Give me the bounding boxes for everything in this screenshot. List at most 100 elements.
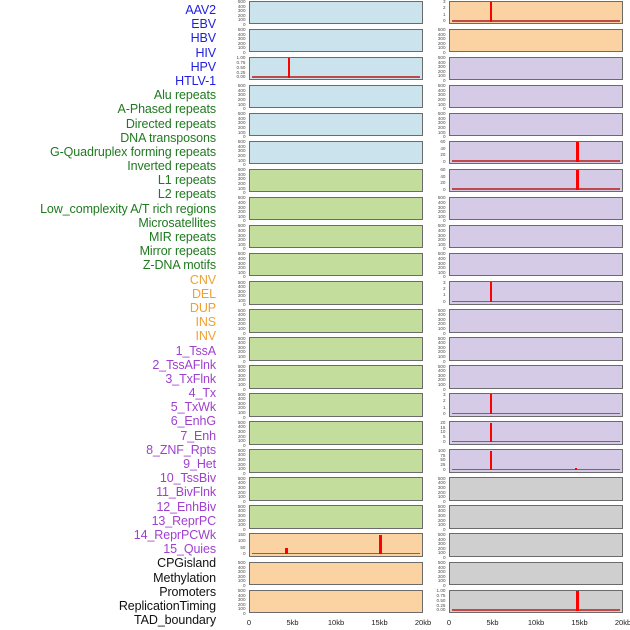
track-label: DUP bbox=[189, 300, 216, 315]
y-tick-label: 400 bbox=[237, 227, 246, 233]
y-tick-label: 400 bbox=[437, 59, 446, 65]
y-axis-ticks: 500 400 300 200 100 0 bbox=[228, 251, 247, 279]
y-tick-label: 150 bbox=[237, 531, 246, 537]
track-plot-area bbox=[249, 533, 423, 557]
y-tick-label: 400 bbox=[437, 31, 446, 37]
track-label: 9_Het bbox=[183, 457, 216, 471]
track-label: G-Quadruplex forming repeats bbox=[49, 144, 216, 159]
y-tick-label: 200 bbox=[437, 237, 446, 243]
y-tick-label: 500 bbox=[237, 195, 246, 201]
y-tick-label: 100 bbox=[237, 606, 246, 612]
y-tick-label: 3 bbox=[442, 391, 446, 397]
track-plot-area bbox=[449, 140, 623, 165]
y-axis-ticks: 500 400 300 200 100 0 bbox=[428, 196, 447, 223]
y-axis-ticks: 500 400 300 200 100 0 bbox=[228, 420, 247, 447]
y-tick-label: 0 bbox=[242, 526, 246, 532]
y-tick-label: 200 bbox=[237, 12, 246, 18]
x-axis-right-ticks: 0 5kb 10kb 15kb 20kb bbox=[447, 618, 630, 630]
track-plot-area bbox=[449, 337, 623, 361]
y-tick-label: 300 bbox=[437, 485, 446, 491]
y-tick-label: 0.50 bbox=[236, 64, 246, 70]
y-tick-label: 500 bbox=[437, 503, 446, 509]
y-tick-label: 40 bbox=[440, 145, 446, 151]
y-tick-label: 100 bbox=[237, 325, 246, 331]
y-axis-ticks: 500 400 300 200 100 0 bbox=[228, 560, 247, 587]
baseline bbox=[251, 552, 421, 555]
y-tick-label: 100 bbox=[437, 241, 446, 247]
y-axis-ticks: 500 400 300 200 100 0 bbox=[428, 503, 447, 531]
track-row: 500 400 300 200 100 0 bbox=[228, 560, 425, 589]
y-tick-label: 25 bbox=[440, 462, 446, 468]
track-label: HPV bbox=[190, 59, 217, 74]
y-tick-label: 400 bbox=[437, 312, 446, 318]
y-tick-label: 100 bbox=[237, 185, 246, 191]
y-tick-label: 500 bbox=[237, 111, 246, 117]
track-label: EBV bbox=[191, 17, 216, 32]
track-row: 1.00 0.75 0.50 0.25 0.00 bbox=[228, 55, 425, 84]
track-row: 500 400 300 200 100 0 bbox=[228, 392, 425, 421]
track-row: 500 400 300 200 100 0 bbox=[228, 364, 425, 393]
track-label: HBV bbox=[190, 31, 217, 46]
y-tick-label: 0 bbox=[242, 330, 246, 336]
track-plot-area bbox=[249, 561, 423, 585]
data-spike bbox=[576, 169, 579, 190]
track-plot-area bbox=[249, 252, 423, 277]
y-tick-label: 200 bbox=[437, 545, 446, 551]
y-tick-label: 40 bbox=[440, 173, 446, 179]
y-tick-label: 0 bbox=[442, 186, 446, 192]
y-tick-label: 100 bbox=[237, 410, 246, 416]
y-tick-label: 400 bbox=[237, 31, 246, 37]
data-spike bbox=[489, 422, 493, 443]
y-tick-label: 0.75 bbox=[236, 59, 246, 65]
y-axis-ticks: 500 400 300 200 100 0 bbox=[428, 336, 447, 363]
track-plot-area bbox=[449, 561, 623, 585]
y-tick-label: 200 bbox=[237, 153, 246, 159]
track-plot-area bbox=[449, 589, 623, 614]
track-row: 500 400 300 200 100 0 bbox=[428, 364, 625, 393]
track-row: 500 400 300 200 100 0 bbox=[428, 560, 625, 589]
y-tick-label: 300 bbox=[437, 316, 446, 322]
track-label: Microsatellites bbox=[138, 215, 216, 230]
y-tick-label: 100 bbox=[237, 494, 246, 500]
y-tick-label: 400 bbox=[437, 368, 446, 374]
y-tick-label: 500 bbox=[237, 251, 246, 257]
data-spike bbox=[574, 468, 578, 471]
x-tick-label: 15kb bbox=[571, 618, 588, 627]
x-tick-label: 20kb bbox=[614, 618, 630, 627]
y-tick-label: 100 bbox=[237, 129, 246, 135]
track-label: INS bbox=[195, 315, 216, 330]
track-plot-area bbox=[449, 309, 623, 333]
y-tick-label: 200 bbox=[237, 237, 246, 243]
y-tick-label: 100 bbox=[237, 269, 246, 275]
y-tick-label: 1 bbox=[442, 404, 446, 410]
track-plot-area bbox=[249, 0, 423, 24]
y-tick-label: 60 bbox=[440, 139, 446, 145]
y-tick-label: 0 bbox=[242, 470, 246, 476]
track-plot-area bbox=[249, 112, 423, 137]
y-tick-label: 400 bbox=[437, 564, 446, 570]
y-tick-label: 0 bbox=[442, 582, 446, 588]
y-tick-label: 0 bbox=[442, 158, 446, 164]
y-tick-label: 0 bbox=[242, 442, 246, 448]
y-tick-label: 500 bbox=[437, 111, 446, 117]
track-row: 1.00 0.75 0.50 0.25 0.00 bbox=[428, 588, 625, 617]
y-tick-label: 200 bbox=[237, 601, 246, 607]
y-axis-ticks: 500 400 300 200 100 0 bbox=[228, 364, 247, 391]
track-label: HIV bbox=[195, 45, 216, 60]
y-axis-ticks: 500 400 300 200 100 0 bbox=[228, 195, 247, 223]
baseline bbox=[251, 76, 421, 78]
baseline bbox=[451, 609, 621, 611]
y-tick-label: 200 bbox=[237, 461, 246, 467]
track-plot-area bbox=[249, 28, 423, 53]
y-tick-label: 300 bbox=[237, 400, 246, 406]
y-tick-label: 400 bbox=[237, 368, 246, 374]
y-tick-label: 300 bbox=[237, 232, 246, 238]
y-axis-ticks: 500 400 300 200 100 0 bbox=[228, 308, 247, 335]
y-tick-label: 0 bbox=[442, 246, 446, 252]
y-tick-label: 300 bbox=[237, 260, 246, 266]
track-plot-area bbox=[249, 84, 423, 109]
track-plot-area bbox=[449, 365, 623, 389]
y-tick-label: 200 bbox=[437, 517, 446, 523]
y-tick-label: 0.25 bbox=[436, 602, 446, 608]
